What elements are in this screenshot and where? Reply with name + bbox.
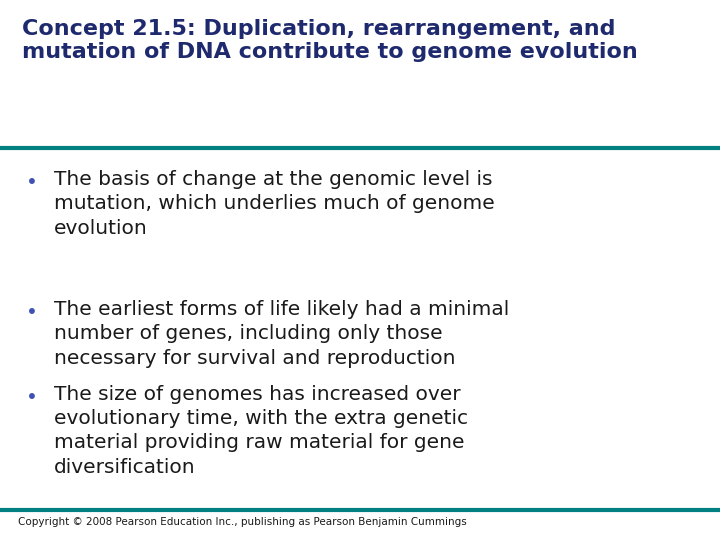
Text: Concept 21.5: Duplication, rearrangement, and
mutation of DNA contribute to geno: Concept 21.5: Duplication, rearrangement… [22, 19, 637, 62]
Text: The earliest forms of life likely had a minimal
number of genes, including only : The earliest forms of life likely had a … [54, 300, 509, 368]
Text: •: • [27, 173, 38, 192]
Text: Copyright © 2008 Pearson Education Inc., publishing as Pearson Benjamin Cummings: Copyright © 2008 Pearson Education Inc.,… [18, 517, 467, 527]
Text: The size of genomes has increased over
evolutionary time, with the extra genetic: The size of genomes has increased over e… [54, 385, 468, 477]
Text: •: • [27, 303, 38, 322]
Text: The basis of change at the genomic level is
mutation, which underlies much of ge: The basis of change at the genomic level… [54, 170, 495, 238]
Text: •: • [27, 388, 38, 407]
